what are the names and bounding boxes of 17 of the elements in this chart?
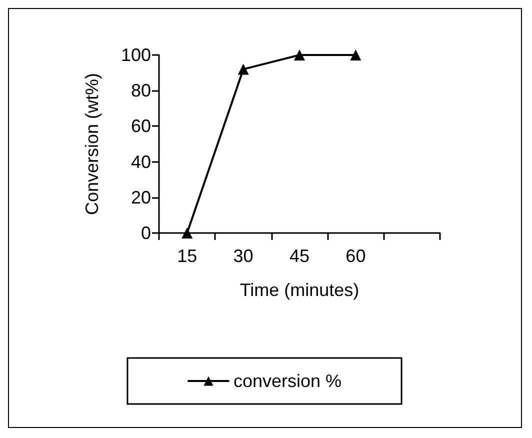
y-tick-label: 40 xyxy=(130,152,151,172)
legend-label: conversion % xyxy=(233,371,342,391)
y-tick-label: 0 xyxy=(140,223,151,243)
point xyxy=(350,50,362,60)
x-tick-label: 60 xyxy=(346,246,366,266)
y-tick-label: 60 xyxy=(130,116,151,136)
y-tick-label: 80 xyxy=(130,80,151,101)
y-tick-label: 100 xyxy=(120,45,151,65)
point xyxy=(182,228,193,238)
x-tick-label: 45 xyxy=(289,246,310,266)
x-tick-label: 15 xyxy=(177,246,198,266)
point xyxy=(238,64,249,75)
x-axis-title: Time (minutes) xyxy=(240,280,360,300)
y-tick-label: 20 xyxy=(130,187,151,208)
point xyxy=(294,50,305,60)
y-axis-title: Conversion (wt%) xyxy=(82,72,102,216)
x-tick-label: 30 xyxy=(233,246,254,266)
